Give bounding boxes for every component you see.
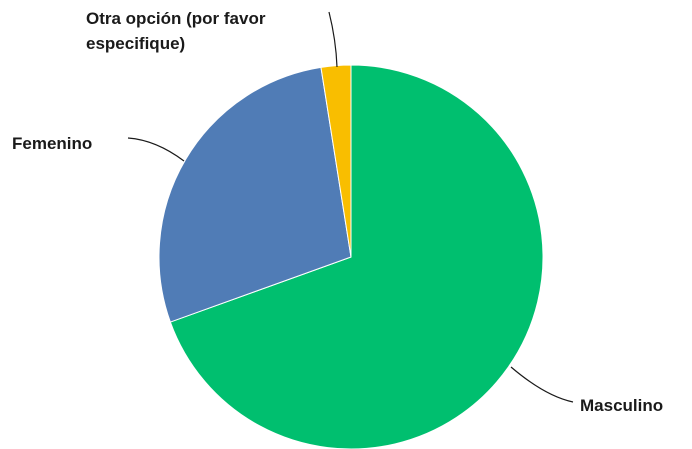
slice-labels: Masculino Femenino Otra opción (por favo… (12, 9, 663, 415)
pie-slice-otra (320, 64, 352, 258)
leader-line-masculino (510, 366, 574, 403)
slice-label-femenino: Femenino (12, 134, 92, 153)
leader-line-otra (328, 11, 338, 68)
pie-slice-masculino (169, 64, 544, 449)
leader-line-femenino (127, 137, 185, 162)
pie-slices (158, 64, 544, 449)
leader-lines (127, 11, 574, 403)
slice-label-otra: Otra opción (por favor especifique) (86, 9, 270, 53)
pie-slice-femenino (158, 66, 352, 323)
slice-label-masculino: Masculino (580, 396, 663, 415)
